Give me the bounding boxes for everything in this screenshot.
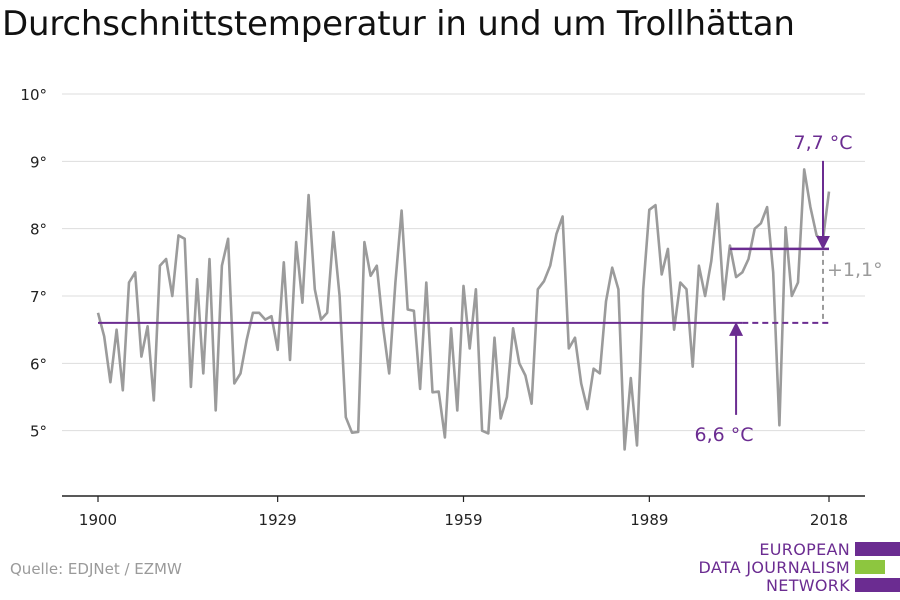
series-line (96, 168, 831, 451)
y-tick-label: 6° (30, 355, 47, 373)
y-tick-label: 5° (30, 423, 47, 441)
baseline-label: 6,6 °C (695, 424, 754, 446)
logo-bar-green (855, 560, 885, 574)
x-tick-label: 2018 (810, 511, 848, 529)
logo-bar-purple-bottom (855, 578, 900, 592)
gridlines (62, 93, 865, 432)
logo-line-1: EUROPEAN (759, 540, 850, 559)
x-axis: 1900 1929 1959 1989 2018 (62, 495, 865, 529)
x-tick-label: 1900 (79, 511, 117, 529)
x-tick-label: 1959 (444, 511, 482, 529)
difference-label: +1,1° (827, 259, 883, 281)
y-tick-label: 9° (30, 153, 47, 171)
source-note: Quelle: EDJNet / EZMW (10, 560, 182, 578)
y-tick-label: 10° (20, 86, 47, 104)
recent-label: 7,7 °C (793, 132, 852, 154)
chart-title: Durchschnittstemperatur in und um Trollh… (2, 4, 795, 44)
y-axis-ticks: 5° 6° 7° 8° 9° 10° (20, 86, 47, 441)
logo-bar-purple-top (855, 542, 900, 556)
logo-line-2: DATA JOURNALISM (698, 558, 850, 577)
annotations: 6,6 °C 7,7 °C +1,1° (98, 132, 883, 446)
y-tick-label: 8° (30, 221, 47, 239)
x-tick-label: 1989 (630, 511, 668, 529)
edjnet-logo[interactable]: EUROPEAN DATA JOURNALISM NETWORK (698, 538, 900, 598)
temperature-series (96, 168, 831, 451)
y-tick-label: 7° (30, 288, 47, 306)
logo-line-3: NETWORK (766, 576, 850, 595)
x-tick-label: 1929 (259, 511, 297, 529)
